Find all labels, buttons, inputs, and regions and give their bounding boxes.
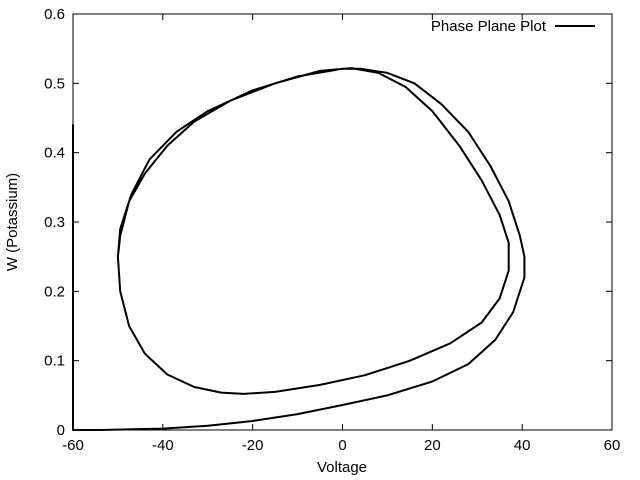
axis-ticks: -60 -40 -20 0 20 40 60 0 0.1 0.2 0.3 0.4 0.5 0.6	[44, 6, 620, 454]
y-tick-label: 0.1	[44, 353, 65, 370]
series-lines	[72, 67, 526, 431]
y-tick-label: 0.4	[44, 145, 65, 162]
y-tick-label: 0.6	[44, 6, 65, 23]
x-tick-label: 40	[514, 437, 531, 454]
y-tick-label: 0.5	[44, 75, 65, 92]
y-tick-label: 0.2	[44, 283, 65, 300]
x-tick-label: -60	[62, 437, 84, 454]
y-tick-label: 0.3	[44, 214, 65, 231]
x-tick-label: 20	[424, 437, 441, 454]
x-tick-label: -40	[152, 437, 174, 454]
series-line	[72, 67, 526, 431]
legend: Phase Plane Plot	[431, 18, 595, 35]
x-tick-label: 0	[338, 437, 346, 454]
y-tick-label: 0	[57, 422, 65, 439]
x-axis-label: Voltage	[317, 459, 367, 476]
x-tick-label: 60	[604, 437, 621, 454]
legend-label: Phase Plane Plot	[431, 18, 547, 35]
y-axis-label: W (Potassium)	[4, 173, 21, 271]
x-tick-label: -20	[242, 437, 264, 454]
plot-frame	[72, 13, 613, 431]
